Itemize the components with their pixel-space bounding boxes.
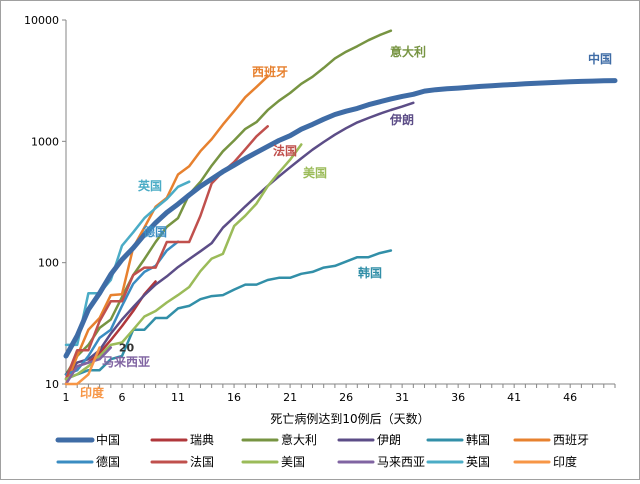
series-label-印度: 印度: [80, 385, 105, 400]
legend-label: 法国: [190, 455, 214, 469]
y-tick-label: 10: [45, 378, 59, 391]
legend-label: 美国: [281, 455, 305, 469]
series-label-马来西亚: 马来西亚: [102, 354, 150, 369]
annotations: 20: [119, 341, 135, 354]
series-label-法国: 法国: [273, 143, 297, 158]
series-label-美国: 美国: [303, 165, 327, 180]
x-tick-label: 21: [283, 391, 297, 404]
x-axis-title: 死亡病例达到10例后（天数）: [270, 411, 429, 426]
series-line-印度: [64, 346, 101, 386]
legend-label: 意大利: [281, 432, 317, 447]
legend-label: 中国: [96, 432, 120, 447]
legend-label: 英国: [466, 455, 490, 469]
series-lines: [63, 29, 618, 386]
series-line-伊朗: [64, 101, 415, 376]
series-label-德国: 德国: [143, 224, 167, 239]
y-tick-label: 100: [38, 257, 59, 270]
legend-label: 西班牙: [553, 433, 589, 447]
series-label-西班牙: 西班牙: [252, 64, 288, 79]
y-tick-label: 10000: [24, 14, 59, 27]
series-label-中国: 中国: [588, 51, 612, 66]
series-line-美国: [64, 143, 303, 381]
x-tick-label: 16: [227, 391, 241, 404]
x-tick-label: 46: [563, 391, 577, 404]
series-label-英国: 英国: [138, 178, 162, 193]
series-line-法国: [64, 125, 269, 381]
annotation-label: 20: [119, 341, 135, 354]
legend-label: 德国: [96, 454, 120, 469]
x-tick-label: 1: [63, 391, 70, 404]
series-label-韩国: 韩国: [358, 265, 382, 280]
x-tick-label: 31: [395, 391, 409, 404]
series-line-马来西亚: [64, 346, 113, 386]
series-line-英国: [64, 180, 191, 347]
legend-label: 瑞典: [190, 433, 214, 447]
series-line-韩国: [64, 249, 393, 381]
legend-label: 印度: [553, 454, 577, 469]
x-tick-label: 6: [119, 391, 126, 404]
series-label-意大利: 意大利: [390, 44, 426, 59]
x-tick-label: 36: [451, 391, 465, 404]
x-tick-label: 26: [339, 391, 353, 404]
series-line-中国: [63, 78, 618, 359]
y-tick-label: 1000: [31, 135, 59, 148]
legend-label: 韩国: [466, 432, 490, 447]
legend-label: 伊朗: [377, 433, 401, 447]
x-tick-label: 11: [171, 391, 185, 404]
series-label-伊朗: 伊朗: [389, 112, 414, 127]
x-tick-label: 41: [507, 391, 521, 404]
legend-label: 马来西亚: [377, 455, 425, 469]
